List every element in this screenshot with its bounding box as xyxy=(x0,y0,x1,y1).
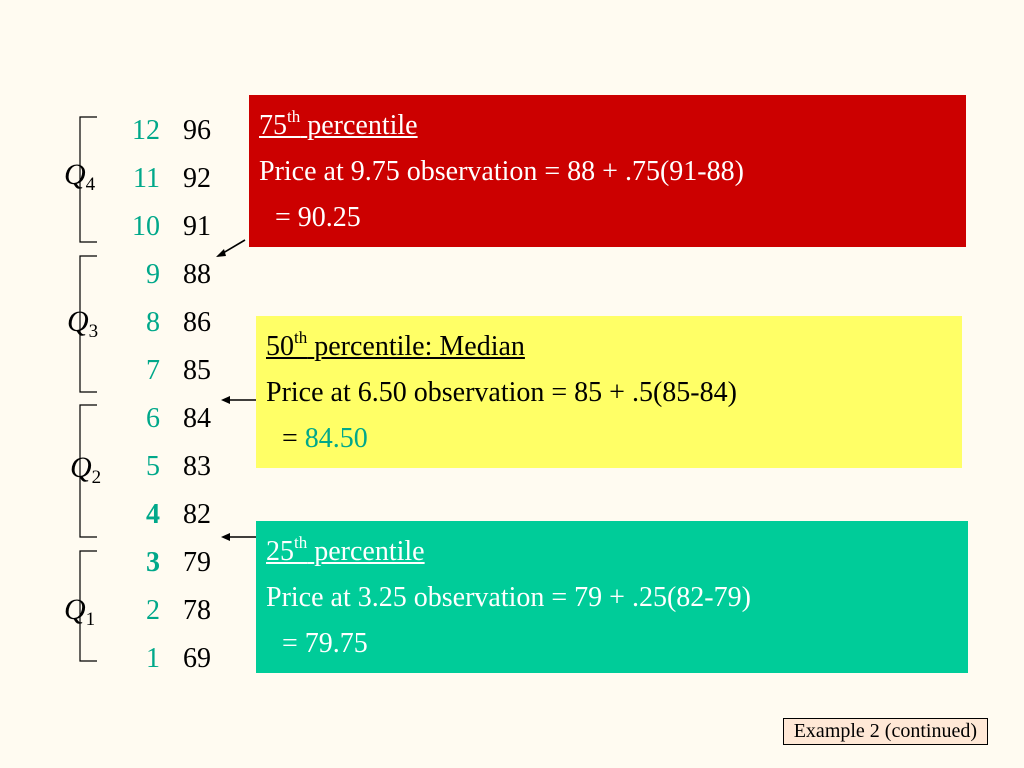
quartile-label-q3: Q3 xyxy=(67,305,99,342)
p50-formula: Price at 6.50 observation = 85 + .5(85-8… xyxy=(266,377,737,408)
q2-bracket xyxy=(79,404,97,538)
rank-cell: 8 xyxy=(146,307,160,338)
price-cell: 69 xyxy=(183,643,211,674)
price-cell: 88 xyxy=(183,259,211,290)
price-cell: 83 xyxy=(183,451,211,482)
rank-cell: 2 xyxy=(146,595,160,626)
rank-cell: 3 xyxy=(146,547,160,578)
q3-bracket xyxy=(79,255,97,393)
rank-cell: 1 xyxy=(146,643,160,674)
p75-heading: 75th percentile xyxy=(259,107,418,141)
p25-box: 25th percentile Price at 3.25 observatio… xyxy=(256,521,968,673)
q4-bracket xyxy=(79,116,97,243)
p50-arrowhead xyxy=(221,396,230,404)
p25-arrowhead xyxy=(221,533,230,541)
price-cell: 92 xyxy=(183,163,211,194)
rank-cell: 9 xyxy=(146,259,160,290)
rank-cell: 6 xyxy=(146,403,160,434)
p50-result: = 84.50 xyxy=(282,423,368,454)
q1-bracket xyxy=(79,550,97,662)
rank-cell: 5 xyxy=(146,451,160,482)
price-cell: 82 xyxy=(183,499,211,530)
price-cell: 96 xyxy=(183,115,211,146)
rank-cell: 7 xyxy=(146,355,160,386)
p75-formula: Price at 9.75 observation = 88 + .75(91-… xyxy=(259,156,744,187)
rank-cell: 4 xyxy=(146,499,160,530)
rank-cell: 12 xyxy=(132,115,160,146)
median-value: 84.50 xyxy=(304,423,368,454)
price-cell: 79 xyxy=(183,547,211,578)
p25-formula: Price at 3.25 observation = 79 + .25(82-… xyxy=(266,582,751,613)
p75-result: = 90.25 xyxy=(275,202,361,233)
price-cell: 86 xyxy=(183,307,211,338)
rank-cell: 10 xyxy=(132,211,160,242)
p25-result: = 79.75 xyxy=(282,628,368,659)
price-cell: 78 xyxy=(183,595,211,626)
p75-arrowhead xyxy=(216,249,226,257)
footer-caption: Example 2 (continued) xyxy=(782,718,988,745)
p75-box: 75th percentile Price at 9.75 observatio… xyxy=(249,95,966,247)
price-cell: 85 xyxy=(183,355,211,386)
price-cell: 84 xyxy=(183,403,211,434)
price-cell: 91 xyxy=(183,211,211,242)
p50-box: 50th percentile: Median Price at 6.50 ob… xyxy=(256,316,962,468)
quartile-label-q2: Q2 xyxy=(70,451,102,488)
p50-heading: 50th percentile: Median xyxy=(266,328,525,362)
p25-heading: 25th percentile xyxy=(266,533,425,567)
rank-cell: 11 xyxy=(133,163,160,194)
